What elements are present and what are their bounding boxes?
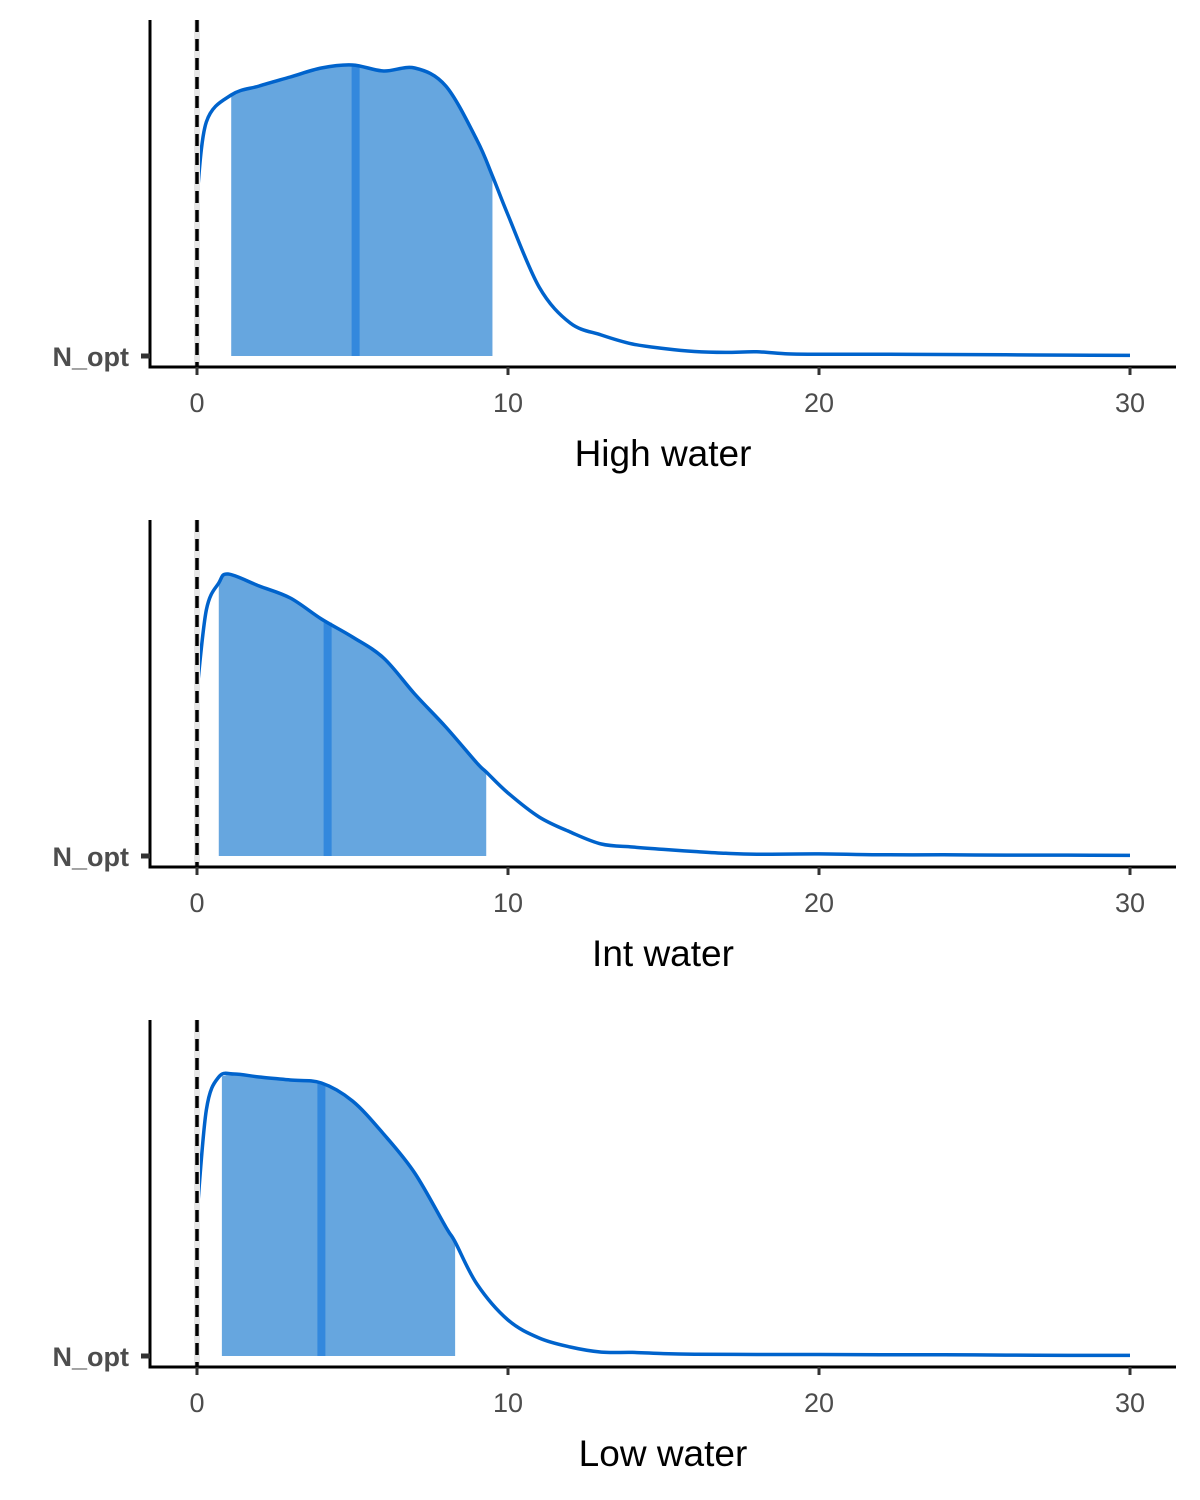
density-curve bbox=[195, 63, 1131, 358]
x-tick-label: 10 bbox=[493, 388, 523, 418]
y-tick-label: N_opt bbox=[53, 1342, 130, 1372]
x-tick-label: 30 bbox=[1115, 388, 1145, 418]
panel-2: N_opt 0 10 20 30 Low water bbox=[53, 1020, 1176, 1474]
density-curve bbox=[195, 572, 1131, 858]
x-axis-title: High water bbox=[575, 433, 752, 474]
x-tick-label: 20 bbox=[804, 1388, 834, 1418]
x-tick-label: 30 bbox=[1115, 888, 1145, 918]
y-tick-label: N_opt bbox=[53, 342, 130, 372]
x-tick-label: 0 bbox=[189, 1388, 204, 1418]
x-tick-label: 10 bbox=[493, 1388, 523, 1418]
interval-area bbox=[231, 64, 493, 357]
y-tick-label: N_opt bbox=[53, 842, 130, 872]
density-curve bbox=[195, 1071, 1131, 1358]
x-tick-label: 20 bbox=[804, 888, 834, 918]
x-axis-title: Low water bbox=[579, 1433, 748, 1474]
x-tick-label: 0 bbox=[189, 888, 204, 918]
x-axis-title: Int water bbox=[592, 933, 734, 974]
panel-1: N_opt 0 10 20 30 Int water bbox=[53, 520, 1176, 974]
interval-area bbox=[218, 573, 487, 856]
interval-area bbox=[221, 1073, 456, 1356]
x-tick-label: 20 bbox=[804, 388, 834, 418]
x-tick-label: 30 bbox=[1115, 1388, 1145, 1418]
panel-0: N_opt 0 10 20 30 High water bbox=[53, 20, 1176, 474]
x-tick-label: 10 bbox=[493, 888, 523, 918]
x-tick-label: 0 bbox=[189, 388, 204, 418]
